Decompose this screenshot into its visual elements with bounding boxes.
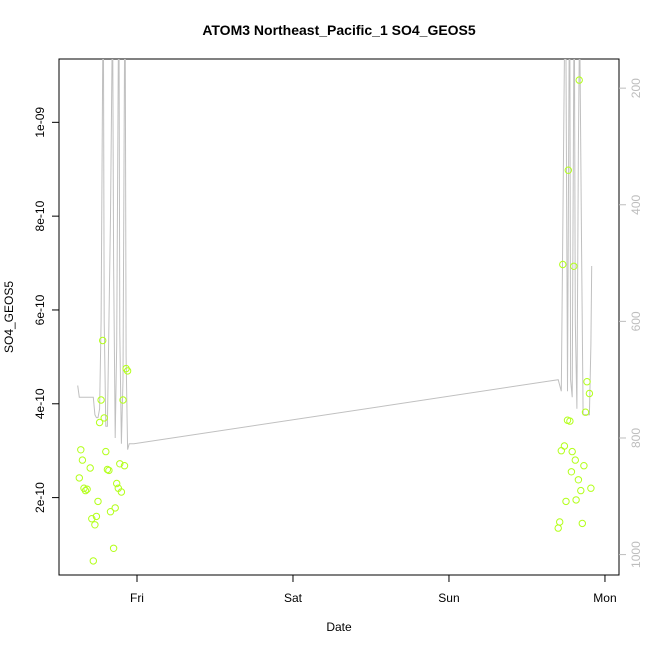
right-axis-tick-label: 200 — [629, 78, 643, 98]
data-point — [109, 544, 118, 552]
data-point — [91, 521, 99, 529]
data-point — [557, 447, 565, 455]
plot-frame — [58, 58, 620, 576]
data-point — [123, 367, 132, 375]
data-point — [117, 488, 126, 496]
data-point — [81, 486, 90, 495]
data-point — [556, 518, 564, 526]
y-tick-label: 4e-10 — [33, 388, 47, 419]
data-point — [78, 456, 87, 464]
y-tick-label: 6e-10 — [33, 294, 47, 325]
y-tick-label: 8e-10 — [33, 200, 47, 231]
right-axis-tick-label: 800 — [629, 428, 643, 448]
chart-title: ATOM3 Northeast_Pacific_1 SO4_GEOS5 — [202, 22, 476, 38]
data-point — [83, 485, 91, 493]
data-point — [116, 460, 124, 468]
data-point — [111, 504, 119, 512]
data-point — [585, 389, 594, 398]
right-axis-tick-label: 400 — [629, 194, 643, 214]
x-tick-label: Fri — [130, 591, 144, 605]
data-point — [94, 497, 102, 506]
data-point — [100, 414, 108, 422]
data-point — [105, 466, 113, 475]
x-tick-label: Mon — [593, 591, 616, 605]
data-point — [580, 462, 588, 470]
data-point — [106, 508, 115, 516]
data-point — [574, 476, 583, 484]
data-point — [103, 465, 112, 474]
y-tick-label: 2e-10 — [33, 482, 47, 513]
y-axis-label: SO4_GEOS5 — [2, 281, 16, 353]
x-axis: Fri Sat Sun Mon — [130, 574, 617, 605]
right-axis-tick-label: 600 — [629, 311, 643, 331]
data-point — [567, 468, 576, 476]
data-point — [564, 166, 572, 174]
data-point — [92, 512, 101, 521]
data-point — [575, 76, 583, 84]
x-axis-label: Date — [326, 620, 352, 634]
y-tick-label: 1e-09 — [33, 107, 47, 138]
data-point — [86, 464, 94, 472]
data-point — [559, 260, 567, 269]
data-point — [89, 557, 98, 565]
right-axis-tick-label: 1000 — [629, 541, 643, 568]
data-point — [587, 484, 595, 492]
data-point — [568, 447, 576, 456]
data-point — [570, 262, 578, 270]
data-point — [583, 378, 591, 386]
data-point — [75, 474, 84, 482]
data-point — [562, 497, 570, 506]
x-tick-label: Sun — [438, 591, 459, 605]
pressure-line — [77, 59, 593, 450]
data-point — [572, 496, 580, 504]
data-point — [566, 417, 574, 425]
data-point — [560, 442, 569, 450]
data-point — [99, 336, 107, 345]
x-tick-label: Sat — [284, 591, 303, 605]
points-layer — [75, 76, 595, 565]
pressure-layer — [77, 59, 593, 450]
data-point — [113, 479, 121, 488]
data-point — [120, 462, 129, 470]
data-point — [578, 519, 586, 528]
data-point — [97, 396, 105, 404]
data-point — [581, 408, 590, 416]
data-point — [571, 456, 579, 464]
y-axis: 2e-10 4e-10 6e-10 8e-10 1e-09 — [33, 107, 59, 513]
data-point — [77, 446, 85, 454]
data-point — [102, 447, 110, 456]
data-point — [95, 418, 104, 427]
data-point — [88, 515, 96, 523]
data-point — [119, 396, 127, 404]
right-axis: 200 400 600 800 1000 — [619, 78, 643, 568]
data-point — [577, 486, 585, 495]
data-point — [554, 524, 562, 532]
